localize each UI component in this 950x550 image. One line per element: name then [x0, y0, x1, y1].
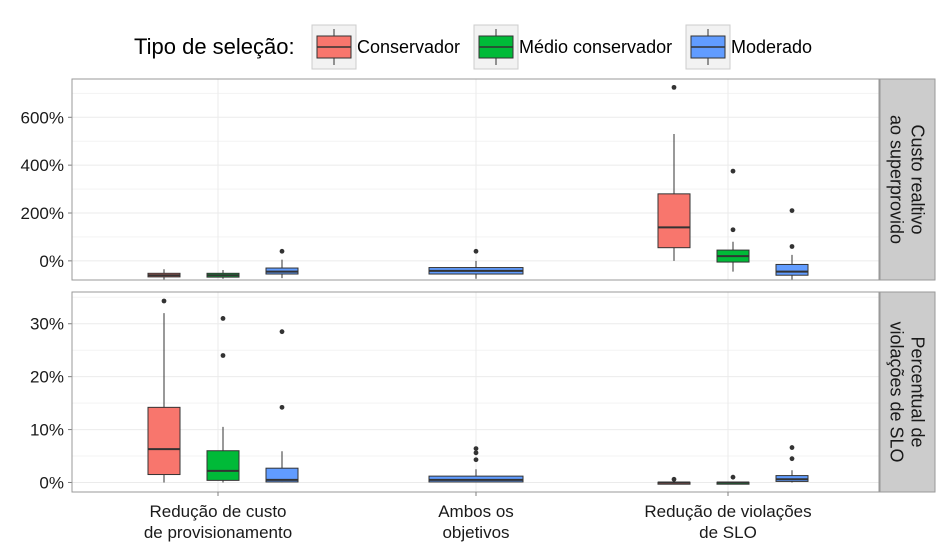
box-moderado — [428, 248, 524, 279]
outlier-point — [473, 457, 479, 463]
outlier-point — [789, 244, 795, 249]
y-tick-label: 200% — [21, 204, 64, 223]
facet-label: Custo realtivoao superprovido — [887, 115, 928, 244]
outlier-point — [730, 474, 736, 480]
legend-label: Conservador — [357, 37, 460, 57]
outlier-point — [279, 248, 285, 254]
box-body — [147, 406, 181, 476]
facet-label-line: violações de SLO — [887, 321, 907, 462]
outlier-point — [730, 227, 736, 233]
facet-panels: 0% 200% 400% 600% Custo realtivoao superprov… — [21, 78, 936, 493]
box-moderado — [428, 446, 524, 483]
x-tick-label: Ambos os — [438, 502, 514, 521]
outlier-point — [473, 446, 479, 452]
legend-title: Tipo de seleção: — [134, 34, 295, 59]
y-tick-label: 600% — [21, 108, 64, 127]
facet-panel: 0% 200% 400% 600% Custo realtivoao superprov… — [21, 78, 936, 281]
x-tick-label: Redução de custo — [149, 502, 286, 521]
facet-label-line: Percentual de — [908, 336, 928, 447]
facet-panel: 0% 10% 20% 30% Percentual deviolações de SLO — [30, 291, 936, 493]
legend-label: Moderado — [731, 37, 812, 57]
facet-label-line: ao superprovido — [887, 115, 907, 244]
box-body — [775, 263, 809, 276]
facet-label-line: Custo realtivo — [908, 124, 928, 234]
outlier-point — [473, 248, 479, 254]
box-body — [265, 467, 299, 483]
y-tick-label: 30% — [30, 315, 64, 334]
box-medio-conservador — [716, 168, 750, 272]
box-medio-conservador — [206, 269, 240, 279]
legend-label: Médio conservador — [519, 37, 672, 57]
y-tick-label: 20% — [30, 368, 64, 387]
outlier-point — [789, 445, 795, 450]
legend: Tipo de seleção: Conservador Médio conserv… — [134, 24, 812, 70]
facet-label: Percentual deviolações de SLO — [887, 321, 928, 462]
box-conservador — [657, 476, 691, 485]
outlier-point — [220, 316, 226, 321]
outlier-point — [730, 168, 736, 174]
box-conservador — [657, 84, 691, 261]
box-moderado — [265, 329, 299, 483]
y-tick-label: 0% — [39, 473, 64, 492]
y-tick-label: 400% — [21, 156, 64, 175]
x-tick-label: de SLO — [699, 523, 757, 542]
outlier-point — [279, 404, 285, 410]
outlier-point — [220, 353, 226, 358]
outlier-point — [789, 456, 795, 462]
box-body — [657, 193, 691, 249]
box-body — [206, 450, 240, 481]
outlier-point — [161, 298, 167, 304]
box-moderado — [775, 445, 809, 483]
x-axis: Redução de custo de provisionamento Ambos … — [144, 492, 812, 542]
box-medio-conservador — [206, 316, 240, 483]
box-medio-conservador — [716, 474, 750, 485]
outlier-point — [789, 208, 795, 214]
outlier-point — [473, 450, 479, 456]
x-tick-label: de provisionamento — [144, 523, 292, 542]
outlier-point — [671, 84, 677, 90]
box-conservador — [147, 298, 181, 483]
panel-border — [71, 78, 880, 281]
x-tick-label: objetivos — [442, 523, 509, 542]
y-tick-label: 10% — [30, 421, 64, 440]
facet-strip — [879, 78, 936, 281]
facet-strip — [879, 291, 936, 493]
y-tick-label: 0% — [39, 252, 64, 271]
box-conservador — [147, 269, 181, 280]
box-moderado — [775, 208, 809, 280]
box-moderado — [265, 248, 299, 279]
x-tick-label: Redução de violações — [644, 502, 811, 521]
outlier-point — [279, 329, 285, 335]
outlier-point — [671, 476, 677, 482]
